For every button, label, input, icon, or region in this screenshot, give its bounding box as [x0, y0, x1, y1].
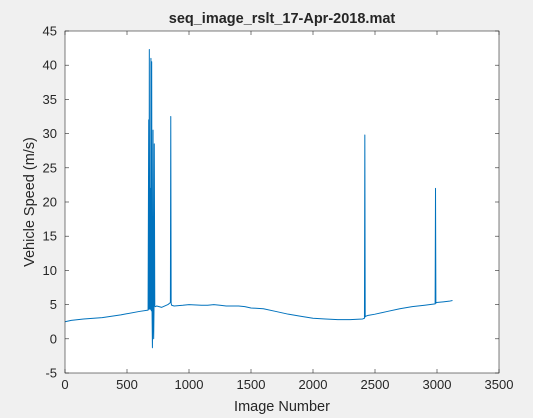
x-tick-label: 500 — [116, 377, 138, 392]
x-tick-label: 3000 — [423, 377, 452, 392]
y-tick-label: 5 — [50, 297, 57, 312]
y-tick-label: 15 — [43, 229, 57, 244]
series-line-0 — [64, 48, 453, 349]
y-tick-label: 0 — [50, 331, 57, 346]
x-axis-ticks: 0 500 1000 1500 2000 2500 3000 3500 — [61, 31, 513, 392]
x-tick-label: 0 — [61, 377, 68, 392]
y-tick-label: -5 — [45, 366, 57, 381]
x-tick-label: 1500 — [237, 377, 266, 392]
x-axis-label: Image Number — [234, 399, 330, 415]
x-tick-label: 3500 — [485, 377, 514, 392]
series-layer — [64, 48, 453, 349]
y-tick-label: 35 — [43, 92, 57, 107]
y-tick-label: 20 — [43, 195, 57, 210]
y-tick-label: 30 — [43, 126, 57, 141]
x-tick-label: 2500 — [361, 377, 390, 392]
x-tick-label: 1000 — [175, 377, 204, 392]
y-tick-label: 10 — [43, 263, 57, 278]
x-tick-label: 2000 — [299, 377, 328, 392]
y-axis-label: Vehicle Speed (m/s) — [22, 137, 38, 267]
y-tick-label: 40 — [43, 58, 57, 73]
y-tick-label: 25 — [43, 160, 57, 175]
y-axis-ticks: -5 0 5 10 15 20 25 30 35 40 45 — [43, 24, 499, 381]
y-tick-label: 45 — [43, 24, 57, 39]
chart-title: seq_image_rslt_17-Apr-2018.mat — [169, 11, 396, 27]
plot-area — [65, 31, 499, 373]
